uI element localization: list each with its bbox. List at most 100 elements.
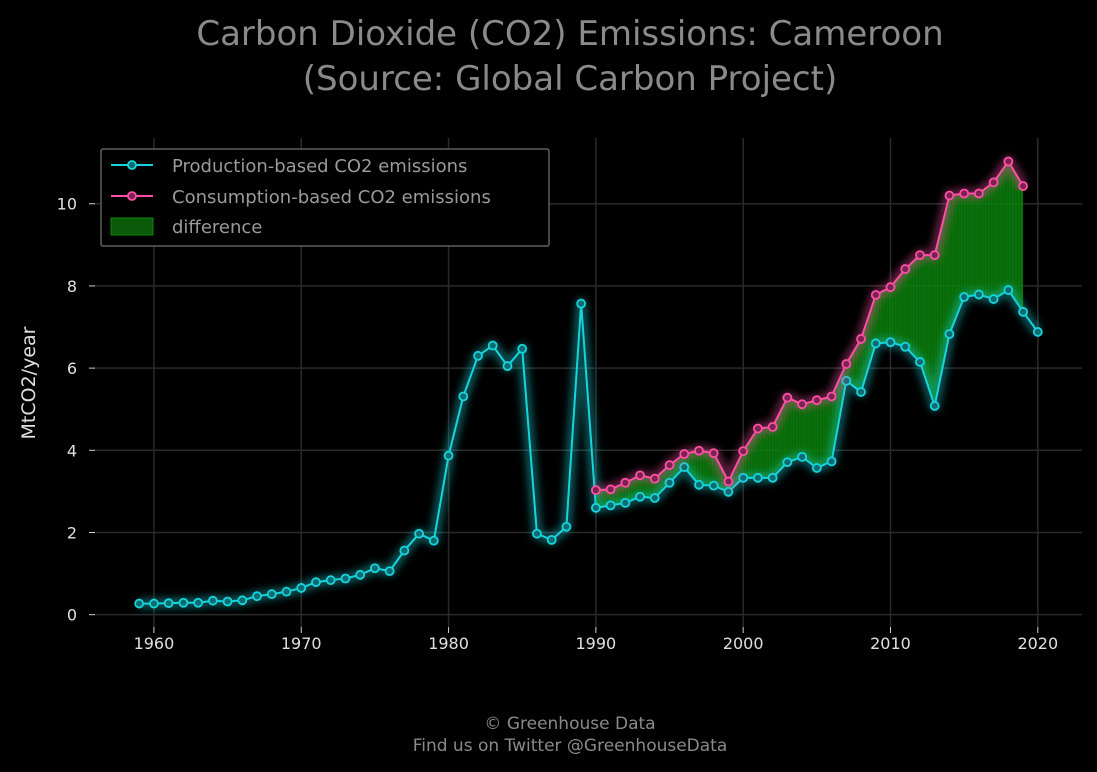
y-tick-label: 8: [67, 277, 77, 296]
data-point-production: [399, 545, 410, 556]
data-point-consumption: [870, 290, 881, 300]
data-point-production: [414, 528, 424, 539]
data-point-production: [988, 294, 999, 304]
data-point-production: [649, 493, 660, 503]
data-point-production: [900, 341, 911, 352]
x-tick-label: 1970: [281, 634, 322, 653]
data-point-production: [856, 387, 866, 397]
data-point-production: [959, 292, 970, 302]
data-point-production: [738, 472, 749, 483]
data-point-production: [369, 563, 380, 574]
data-point-production: [237, 595, 248, 606]
data-point-production: [811, 463, 822, 473]
y-tick-label: 10: [57, 195, 77, 214]
data-point-production: [826, 456, 837, 467]
data-point-consumption: [738, 446, 749, 457]
data-point-production: [311, 577, 321, 588]
x-tick-label: 2010: [870, 634, 911, 653]
legend-swatch-difference: [110, 217, 154, 236]
data-point-consumption: [988, 177, 999, 188]
data-point-production: [325, 575, 336, 586]
data-point-production: [546, 534, 557, 545]
series-layer: [134, 155, 1043, 610]
data-point-consumption: [605, 484, 616, 495]
legend-item-difference: difference: [110, 217, 262, 238]
data-point-consumption: [694, 445, 704, 456]
data-point-production: [149, 598, 159, 609]
data-point-production: [708, 480, 719, 491]
data-point-production: [428, 535, 439, 546]
data-point-production: [296, 583, 307, 593]
data-point-consumption: [959, 188, 970, 199]
data-point-consumption: [635, 470, 645, 481]
data-point-production: [605, 500, 616, 511]
data-point-consumption: [944, 190, 955, 201]
data-point-consumption: [649, 473, 660, 484]
data-point-consumption: [708, 448, 719, 459]
y-tick-label: 4: [67, 441, 77, 460]
data-point-production: [517, 343, 528, 354]
data-point-consumption: [679, 449, 690, 459]
data-point-consumption: [856, 334, 866, 344]
data-point-production: [973, 289, 984, 300]
data-point-consumption: [826, 391, 837, 402]
x-tick-label: 2020: [1017, 634, 1058, 653]
data-point-consumption: [973, 188, 984, 199]
footer-copyright: © Greenhouse Data: [484, 714, 655, 734]
data-point-production: [620, 498, 631, 508]
chart-title-line1: Carbon Dioxide (CO2) Emissions: Cameroon: [196, 14, 943, 54]
legend: Production-based CO2 emissions Consumpti…: [100, 148, 550, 247]
data-point-production: [767, 472, 778, 483]
data-point-production: [635, 491, 645, 502]
data-point-consumption: [1003, 156, 1014, 167]
data-point-production: [915, 357, 925, 367]
data-point-consumption: [841, 359, 852, 369]
legend-marker-production: [127, 160, 137, 170]
data-point-production: [266, 589, 277, 600]
data-point-production: [1003, 285, 1014, 295]
y-axis: 0 2 4 6 8 10: [57, 195, 95, 625]
data-point-production: [723, 486, 734, 497]
data-point-consumption: [811, 395, 822, 406]
footer-twitter: Find us on Twitter @GreenhouseData: [413, 736, 728, 756]
data-point-production: [679, 462, 690, 473]
x-tick-label: 1980: [428, 634, 469, 653]
data-point-production: [281, 586, 292, 597]
data-point-production: [340, 573, 351, 584]
data-point-production: [532, 528, 542, 539]
data-point-production: [561, 521, 572, 532]
data-point-production: [458, 391, 469, 402]
data-point-consumption: [929, 250, 940, 261]
data-point-production: [1032, 327, 1043, 337]
data-point-production: [384, 566, 395, 577]
data-point-consumption: [664, 460, 675, 470]
data-point-production: [944, 329, 955, 339]
data-point-production: [885, 337, 896, 348]
data-point-production: [355, 569, 366, 580]
data-point-production: [473, 350, 483, 361]
data-point-production: [207, 595, 218, 606]
data-point-production: [797, 451, 808, 462]
y-tick-label: 2: [67, 523, 77, 542]
legend-marker-consumption: [127, 191, 137, 201]
data-point-consumption: [915, 250, 925, 261]
chart-title-line2: (Source: Global Carbon Project): [303, 59, 837, 99]
data-point-production: [929, 401, 940, 411]
data-point-production: [664, 477, 675, 488]
data-point-consumption: [900, 264, 911, 274]
data-point-production: [694, 479, 704, 490]
data-point-consumption: [723, 476, 734, 487]
data-point-production: [178, 597, 189, 608]
data-point-production: [753, 472, 763, 483]
data-point-production: [443, 450, 454, 461]
x-axis: 1960 1970 1980 1990 2000 2010 2020: [134, 627, 1058, 653]
data-point-consumption: [1018, 181, 1028, 191]
y-tick-label: 0: [67, 606, 77, 625]
data-point-production: [222, 596, 233, 607]
data-point-production: [134, 598, 145, 609]
data-point-consumption: [590, 485, 601, 496]
data-point-production: [590, 502, 601, 513]
data-point-consumption: [620, 477, 631, 488]
data-point-production: [502, 361, 513, 371]
legend-item-production: Production-based CO2 emissions: [111, 156, 467, 177]
